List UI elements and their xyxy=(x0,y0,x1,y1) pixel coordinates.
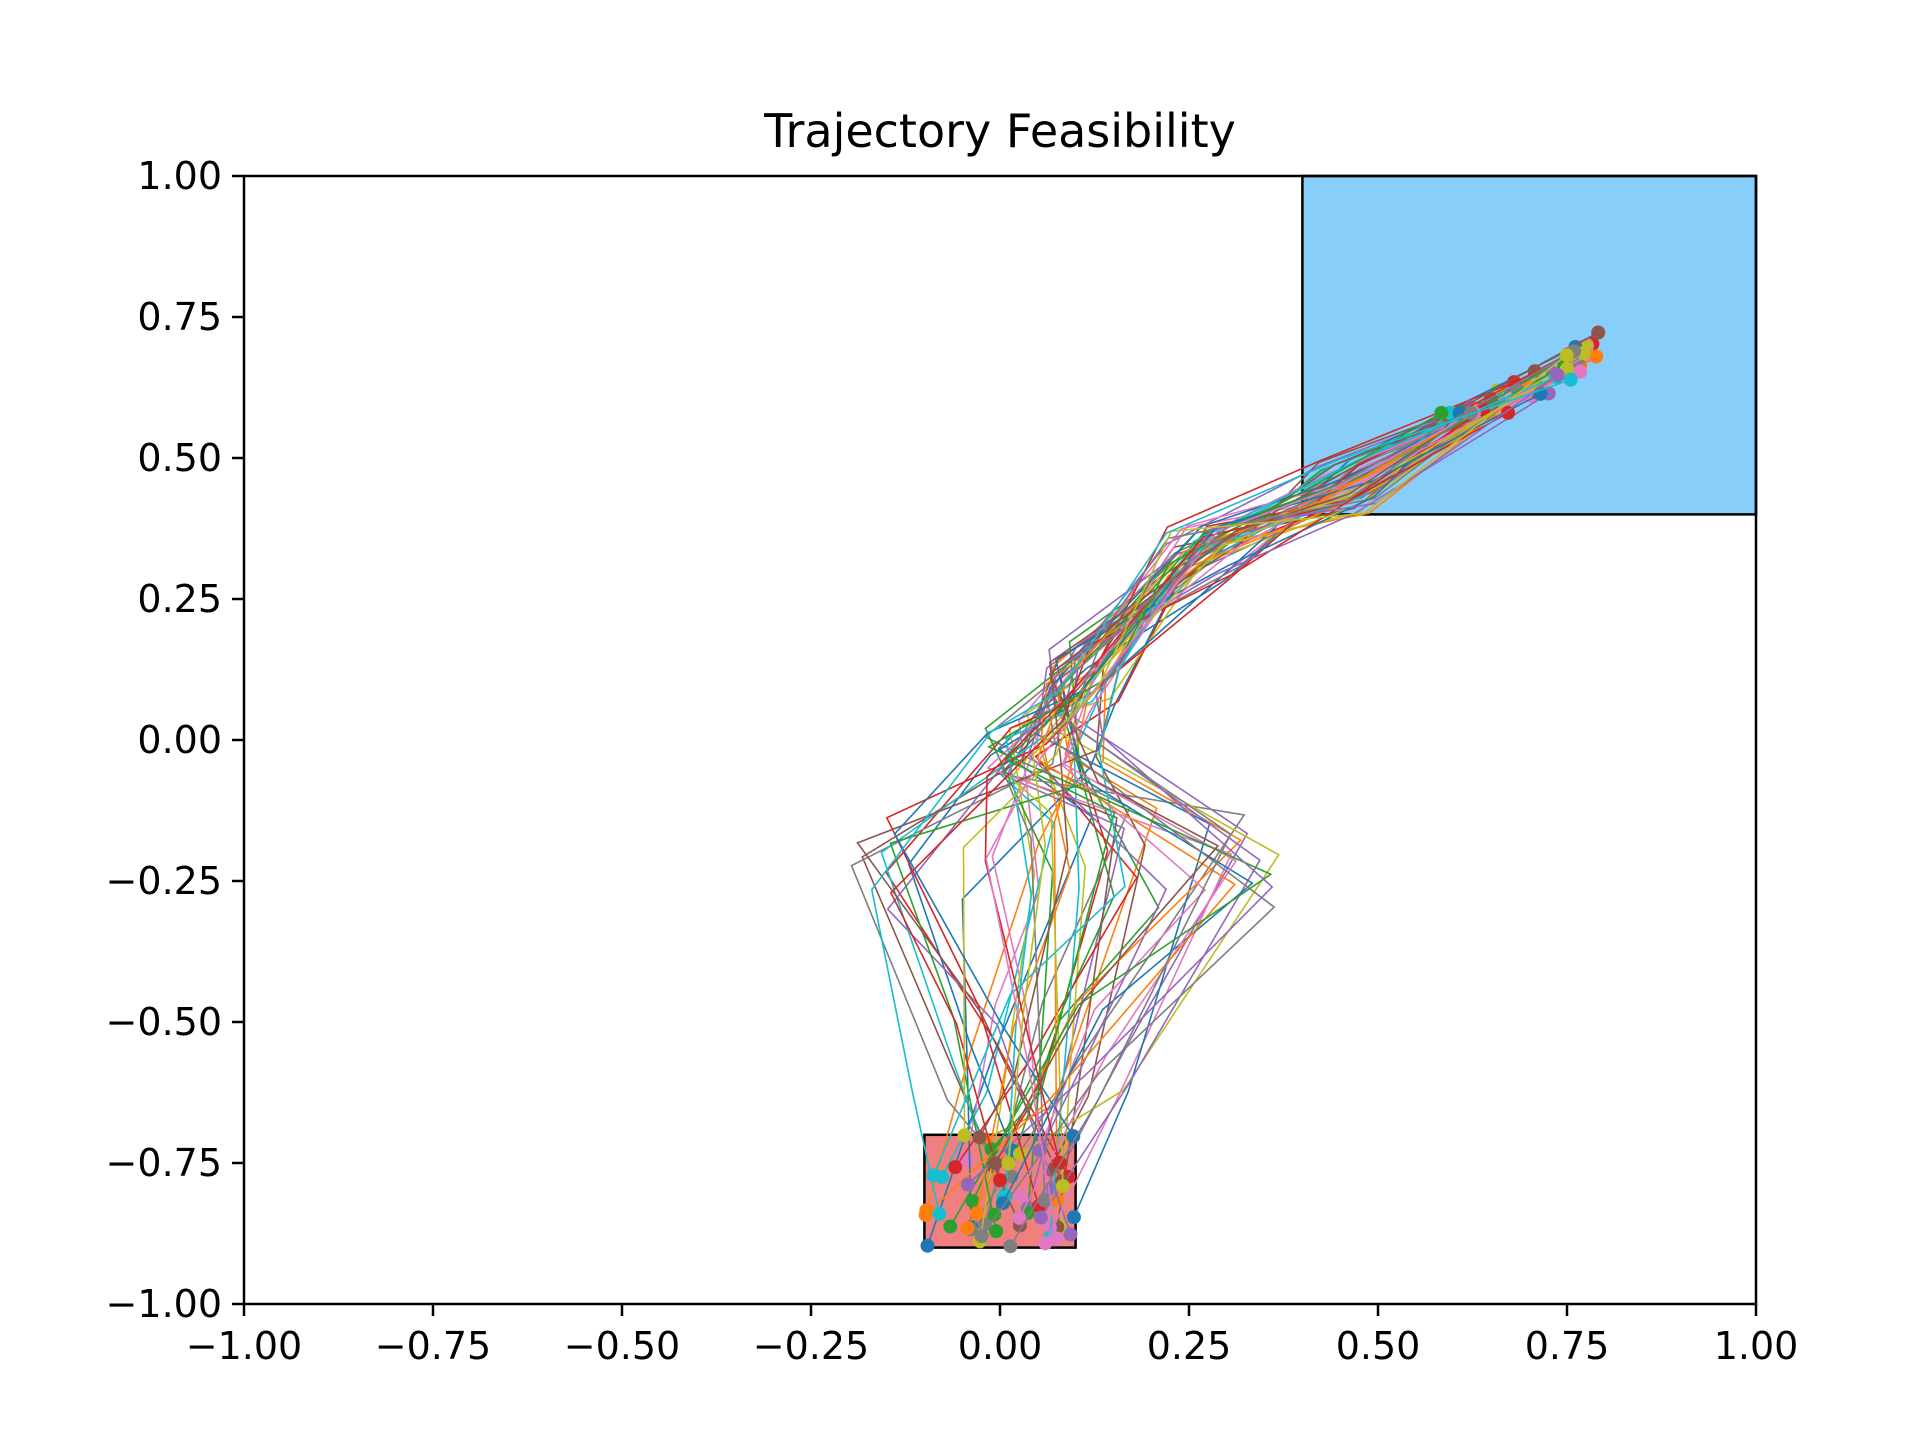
trajectory-line xyxy=(1001,391,1535,1228)
trajectory-line xyxy=(949,412,1442,1227)
trajectory-line xyxy=(885,381,1515,1178)
y-tick-label: −0.25 xyxy=(106,859,222,903)
trajectory-start-point xyxy=(1037,1193,1052,1208)
trajectory-line xyxy=(932,376,1557,1176)
trajectory-start-point xyxy=(989,1224,1004,1239)
trajectory-line xyxy=(1007,354,1568,1164)
y-tick-label: 0.00 xyxy=(137,718,222,762)
y-tick-label: −1.00 xyxy=(106,1282,222,1326)
trajectory-end-point xyxy=(1589,349,1604,364)
trajectory-start-point xyxy=(974,1229,989,1244)
y-tick-label: −0.75 xyxy=(106,1141,222,1185)
trajectory-start-point xyxy=(957,1128,972,1143)
y-tick-label: −0.50 xyxy=(106,1000,222,1044)
trajectory-end-point xyxy=(1591,325,1606,340)
y-tick-label: 0.50 xyxy=(137,436,222,480)
trajectory-start-point xyxy=(1003,1239,1018,1254)
trajectory-end-point xyxy=(1559,348,1574,363)
trajectory-start-point xyxy=(1066,1210,1081,1225)
trajectory-line xyxy=(925,412,1474,1216)
trajectory-line xyxy=(994,412,1473,1164)
x-tick-label: 0.00 xyxy=(958,1324,1043,1368)
trajectory-start-point xyxy=(1012,1210,1027,1225)
trajectory-end-point xyxy=(1463,405,1478,420)
x-tick-label: −0.75 xyxy=(375,1324,491,1368)
trajectory-start-point xyxy=(1038,1236,1053,1251)
trajectory-start-point xyxy=(926,1168,941,1183)
trajectory-start-point xyxy=(932,1206,947,1221)
trajectory-start-point xyxy=(1052,1155,1067,1170)
trajectory-start-point xyxy=(920,1238,935,1253)
trajectory-end-point xyxy=(1573,364,1588,379)
trajectory-start-point xyxy=(1055,1179,1070,1194)
trajectory-start-point xyxy=(995,1196,1010,1211)
trajectory-start-point xyxy=(1013,1189,1028,1204)
trajectory-end-point xyxy=(1434,405,1449,420)
trajectory-line xyxy=(984,412,1509,1163)
trajectory-start-point xyxy=(1063,1227,1078,1242)
trajectory-end-point xyxy=(1501,405,1516,420)
trajectories-layer xyxy=(850,325,1606,1254)
trajectory-start-point xyxy=(972,1130,987,1145)
trajectory-line xyxy=(967,374,1559,1186)
trajectory-line xyxy=(870,378,1571,1215)
trajectory-start-point xyxy=(948,1160,963,1175)
trajectory-line xyxy=(966,355,1597,1229)
trajectory-start-point xyxy=(1001,1156,1016,1171)
x-tick-label: 0.75 xyxy=(1525,1324,1610,1368)
x-tick-label: −0.50 xyxy=(564,1324,680,1368)
trajectory-start-point xyxy=(1033,1210,1048,1225)
trajectory-start-point xyxy=(988,1156,1003,1171)
trajectory-start-point xyxy=(1066,1129,1081,1144)
trajectory-line xyxy=(981,350,1575,1237)
trajectory-start-point xyxy=(960,1221,975,1236)
trajectory-start-point xyxy=(993,1173,1008,1188)
y-tick-label: 0.75 xyxy=(137,295,222,339)
x-tick-label: 0.25 xyxy=(1147,1324,1232,1368)
trajectory-line xyxy=(1009,412,1472,1247)
trajectory-line xyxy=(889,409,1484,1181)
trajectory-end-point xyxy=(1563,372,1578,387)
y-tick-label: 0.25 xyxy=(137,577,222,621)
trajectory-start-point xyxy=(1049,1231,1064,1246)
trajectory-start-point xyxy=(918,1207,933,1222)
trajectory-start-point xyxy=(1042,1220,1057,1235)
trajectory-line xyxy=(1019,412,1452,1155)
chart-title: Trajectory Feasibility xyxy=(763,104,1236,158)
trajectory-end-point xyxy=(1550,368,1565,383)
trajectory-line xyxy=(1027,392,1550,1151)
x-tick-label: 1.00 xyxy=(1714,1324,1799,1368)
x-tick-label: −0.25 xyxy=(753,1324,869,1368)
trajectory-start-point xyxy=(969,1206,984,1221)
trajectory-line xyxy=(893,393,1541,1137)
trajectory-start-point xyxy=(960,1177,975,1192)
trajectory-start-point xyxy=(987,1207,1002,1222)
x-tick-label: 0.50 xyxy=(1336,1324,1421,1368)
trajectory-start-point xyxy=(943,1219,958,1234)
x-tick-label: −1.00 xyxy=(186,1324,302,1368)
y-tick-label: 1.00 xyxy=(137,154,222,198)
trajectory-start-point xyxy=(965,1194,980,1209)
trajectory-line xyxy=(1049,370,1536,1170)
axes-layer: −1.00 −0.75 −0.50 −0.25 0.00 0.25 0.50 0.75 1.00… xyxy=(106,154,1799,1368)
